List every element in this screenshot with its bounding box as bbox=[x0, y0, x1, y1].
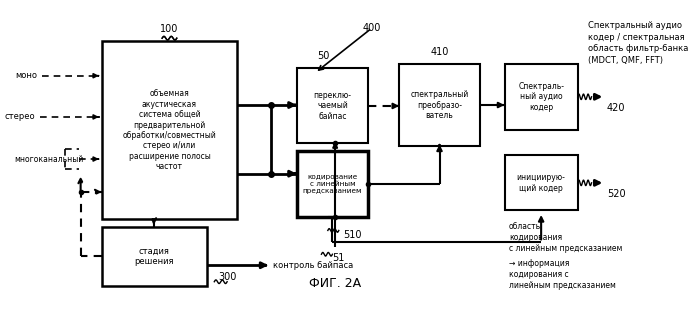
Text: ФИГ. 2А: ФИГ. 2А bbox=[309, 277, 361, 290]
Bar bbox=[505, 155, 578, 210]
Bar bbox=[399, 64, 480, 146]
Text: спектральный
преобразо-
ватель: спектральный преобразо- ватель bbox=[410, 90, 468, 120]
Text: многоканальный: многоканальный bbox=[15, 155, 84, 165]
Bar bbox=[297, 68, 368, 144]
Text: Спектральный аудио
кодер / спектральная
область фильтр-банка
(MDCT, QMF, FFT): Спектральный аудио кодер / спектральная … bbox=[588, 21, 688, 65]
Text: 100: 100 bbox=[160, 24, 178, 33]
Text: область
кодирования
с линейным предсказанием: область кодирования с линейным предсказа… bbox=[509, 222, 622, 253]
Bar bbox=[297, 151, 368, 217]
Text: инициирую-
щий кодер: инициирую- щий кодер bbox=[517, 173, 566, 193]
Text: моно: моно bbox=[15, 71, 38, 80]
Text: кодирование
с линейным
предсказанием: кодирование с линейным предсказанием bbox=[302, 174, 362, 194]
Text: Спектраль-
ный аудио
кодер: Спектраль- ный аудио кодер bbox=[518, 82, 564, 112]
Text: 510: 510 bbox=[344, 230, 362, 240]
Text: 400: 400 bbox=[363, 23, 381, 33]
Bar bbox=[505, 64, 578, 130]
Text: 520: 520 bbox=[607, 189, 626, 199]
Text: 300: 300 bbox=[218, 272, 237, 282]
Text: стерео: стерео bbox=[4, 112, 35, 122]
Text: переклю-
чаемый
байпас: переклю- чаемый байпас bbox=[314, 91, 351, 121]
Text: стадия
решения: стадия решения bbox=[134, 247, 174, 266]
Text: объемная
акустическая
система общей
предварительной
обработки/совместный
стерео : объемная акустическая система общей пред… bbox=[122, 89, 216, 171]
Text: 51: 51 bbox=[332, 253, 345, 263]
Text: контроль байпаса: контроль байпаса bbox=[273, 261, 353, 270]
Text: → информация
кодирования с
линейным предсказанием: → информация кодирования с линейным пред… bbox=[509, 259, 616, 290]
Text: 410: 410 bbox=[430, 47, 449, 56]
Text: 420: 420 bbox=[607, 103, 626, 113]
Text: 50: 50 bbox=[317, 51, 330, 61]
Bar bbox=[102, 41, 237, 219]
Bar bbox=[102, 227, 207, 286]
